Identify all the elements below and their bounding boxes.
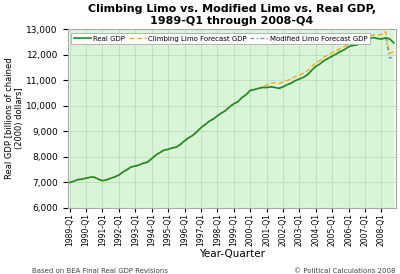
Modified Limo Forecast GDP — [276, 87, 281, 90]
Title: Climbing Limo vs. Modified Limo vs. Real GDP,
1989-Q1 through 2008-Q4: Climbing Limo vs. Modified Limo vs. Real… — [88, 4, 376, 26]
Real GDP — [276, 87, 281, 90]
Modified Limo Forecast GDP — [354, 43, 359, 47]
X-axis label: Year-Quarter: Year-Quarter — [199, 249, 265, 259]
Modified Limo Forecast GDP — [260, 86, 265, 89]
Text: © Political Calculations 2008: © Political Calculations 2008 — [294, 268, 396, 274]
Modified Limo Forecast GDP — [264, 86, 269, 89]
Climbing Limo Forecast GDP — [67, 181, 72, 184]
Climbing Limo Forecast GDP — [354, 40, 359, 44]
Legend: Real GDP, Climbing Limo Forecast GDP, Modified Limo Forecast GDP: Real GDP, Climbing Limo Forecast GDP, Mo… — [71, 33, 370, 44]
Real GDP — [391, 41, 396, 45]
Real GDP — [264, 86, 269, 89]
Line: Modified Limo Forecast GDP: Modified Limo Forecast GDP — [70, 38, 394, 182]
Climbing Limo Forecast GDP — [289, 77, 294, 80]
Text: Based on BEA Final Real GDP Revisions: Based on BEA Final Real GDP Revisions — [32, 268, 168, 274]
Real GDP — [371, 36, 376, 39]
Climbing Limo Forecast GDP — [383, 30, 388, 33]
Modified Limo Forecast GDP — [289, 81, 294, 85]
Climbing Limo Forecast GDP — [260, 86, 265, 89]
Modified Limo Forecast GDP — [211, 117, 216, 121]
Modified Limo Forecast GDP — [67, 181, 72, 184]
Line: Climbing Limo Forecast GDP: Climbing Limo Forecast GDP — [70, 32, 394, 182]
Real GDP — [354, 43, 359, 47]
Climbing Limo Forecast GDP — [391, 50, 396, 53]
Modified Limo Forecast GDP — [371, 36, 376, 39]
Climbing Limo Forecast GDP — [264, 84, 269, 87]
Modified Limo Forecast GDP — [391, 55, 396, 58]
Real GDP — [211, 117, 216, 121]
Y-axis label: Real GDP [billions of chained
(2000) dollars]: Real GDP [billions of chained (2000) dol… — [4, 58, 24, 179]
Climbing Limo Forecast GDP — [211, 117, 216, 121]
Climbing Limo Forecast GDP — [276, 82, 281, 85]
Real GDP — [67, 181, 72, 184]
Real GDP — [289, 81, 294, 85]
Real GDP — [260, 86, 265, 89]
Line: Real GDP: Real GDP — [70, 38, 394, 182]
